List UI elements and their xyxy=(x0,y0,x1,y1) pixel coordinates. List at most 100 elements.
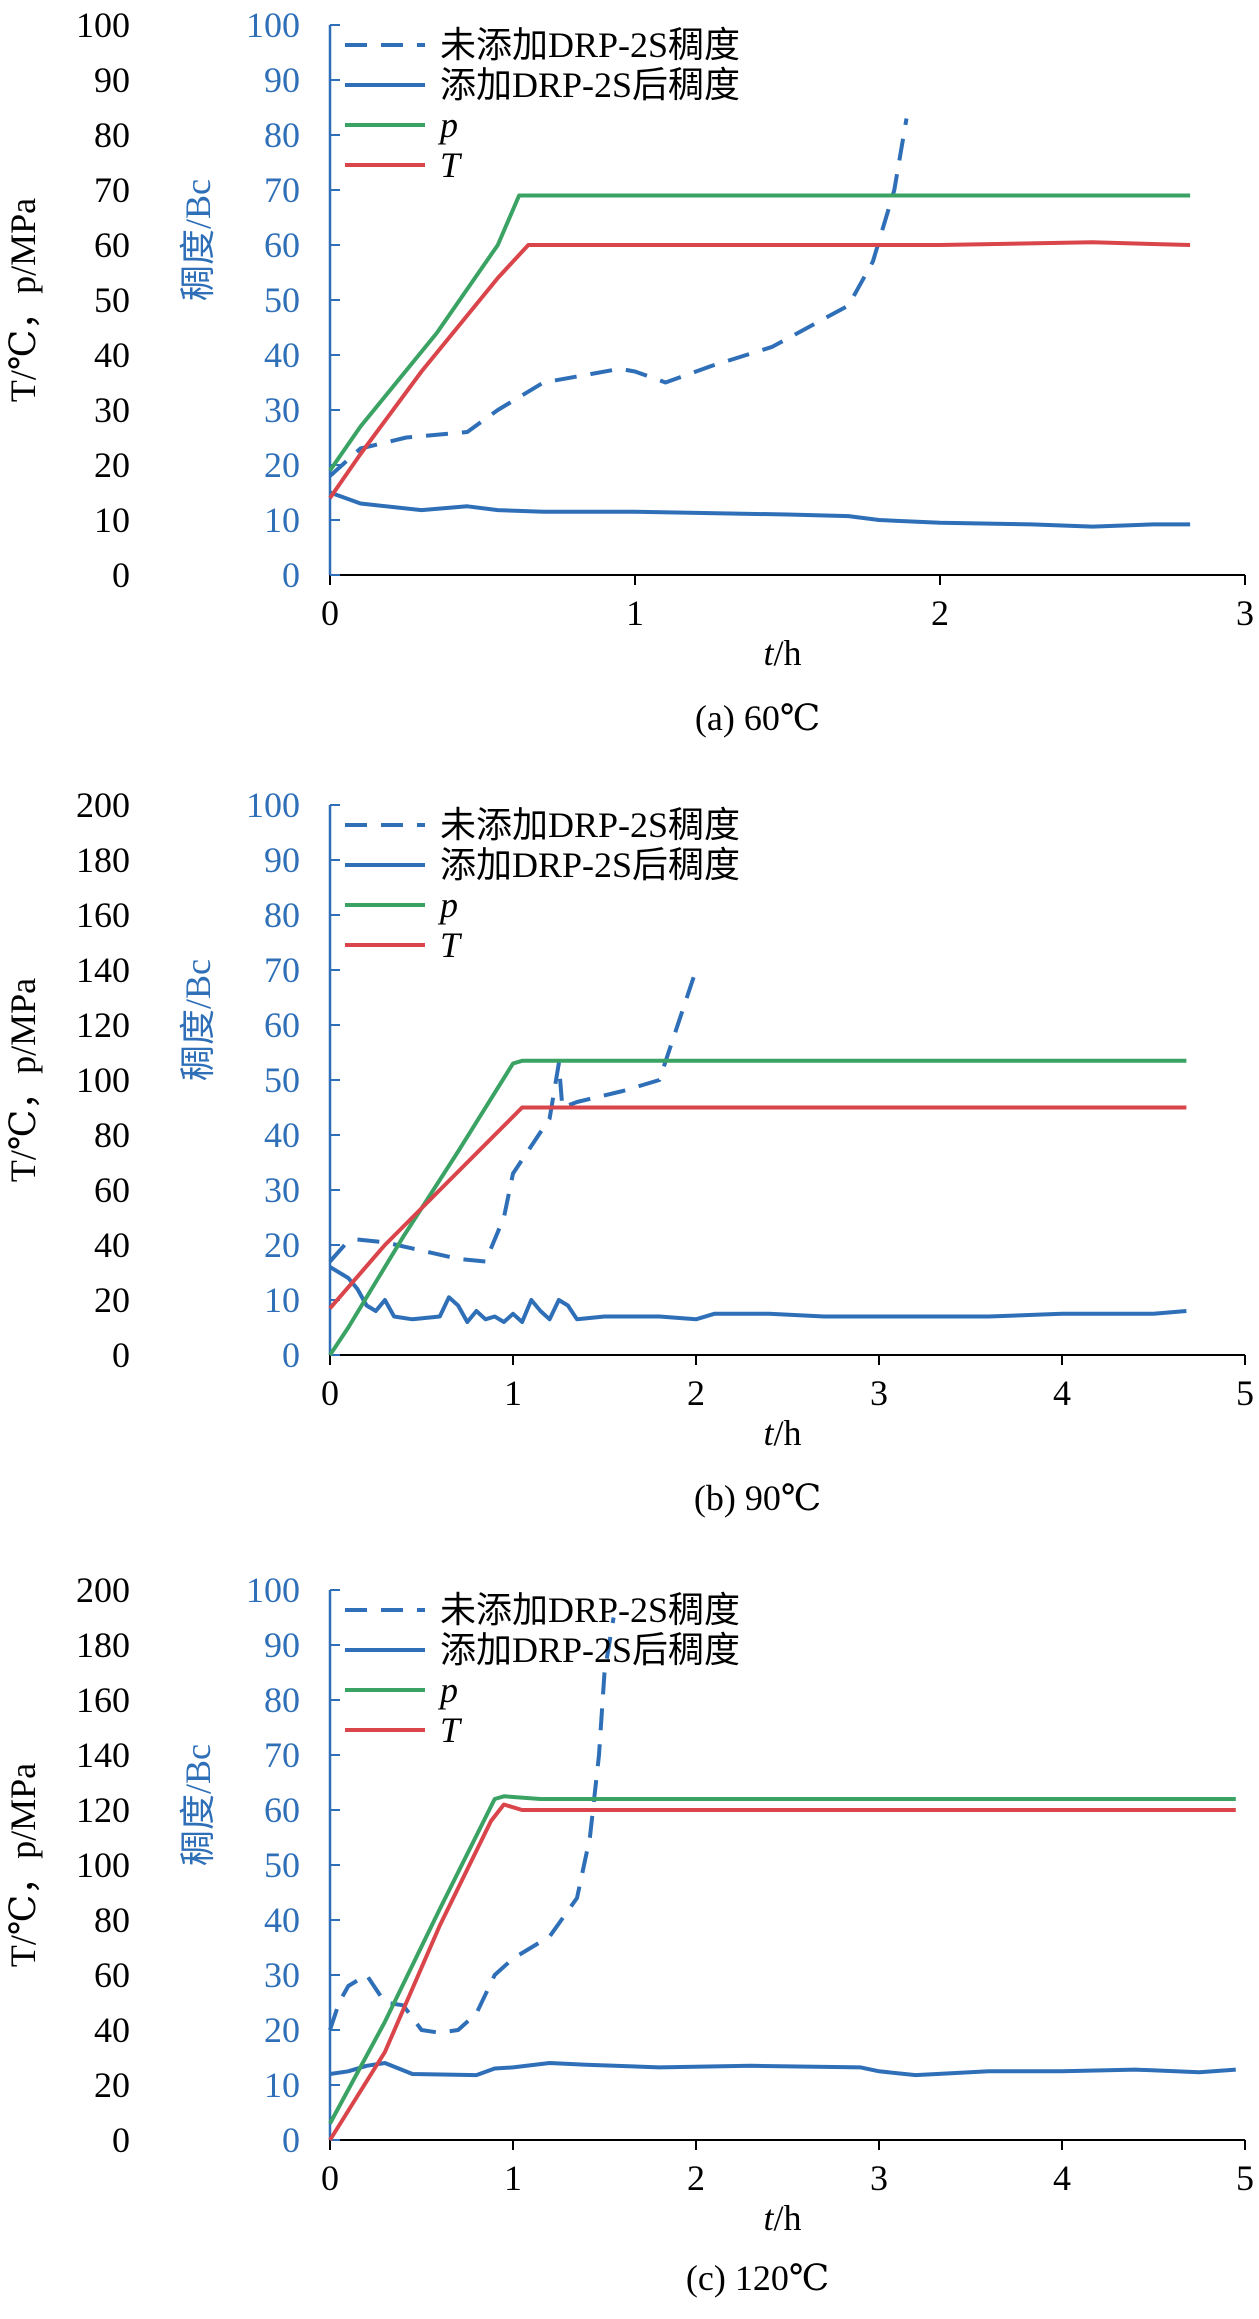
right-y-tick-label: 30 xyxy=(264,1955,300,1995)
x-axis-label-var: t xyxy=(763,1413,774,1453)
left-y-tick-label: 20 xyxy=(94,445,130,485)
right-y-tick-label: 10 xyxy=(264,500,300,540)
series-line-p xyxy=(328,1794,1236,2125)
left-y-tick-label: 140 xyxy=(76,1735,130,1775)
legend-label: p xyxy=(437,1670,458,1710)
legend-label: T xyxy=(440,925,463,965)
left-y-tick-label: 20 xyxy=(94,1280,130,1320)
left-y-tick-label: 160 xyxy=(76,895,130,935)
x-axis-label-var: t xyxy=(763,633,774,673)
legend-label: 添加DRP-2S后稠度 xyxy=(440,1630,740,1670)
panel-caption: (c) 120℃ xyxy=(686,2258,829,2298)
legend-label: p xyxy=(437,105,458,145)
legend-label: T xyxy=(440,1710,463,1750)
series-line-添加DRP-2S后稠度 xyxy=(329,2061,1236,2078)
left-y-tick-label: 180 xyxy=(76,1625,130,1665)
left-y-tick-label: 50 xyxy=(94,280,130,320)
legend-label: 添加DRP-2S后稠度 xyxy=(440,65,740,105)
x-axis-label: t/h xyxy=(763,633,801,673)
left-y-tick-label: 0 xyxy=(112,2120,130,2160)
right-y-tick-label: 0 xyxy=(282,1335,300,1375)
x-tick-label: 1 xyxy=(504,1373,522,1413)
series-line-T xyxy=(328,1105,1187,1310)
series-line-T xyxy=(328,1802,1236,2142)
left-y-tick-label: 40 xyxy=(94,335,130,375)
x-tick-label: 0 xyxy=(321,2158,339,2198)
left-y-tick-label: 200 xyxy=(76,785,130,825)
x-tick-label: 2 xyxy=(931,593,949,633)
x-tick-label: 4 xyxy=(1053,2158,1071,2198)
legend-label: 未添加DRP-2S稠度 xyxy=(440,25,740,65)
right-y-axis-label: 稠度/Bc xyxy=(178,179,218,301)
x-tick-label: 0 xyxy=(321,593,339,633)
right-y-tick-label: 50 xyxy=(264,1060,300,1100)
series-line-p xyxy=(328,193,1191,472)
x-tick-label: 3 xyxy=(870,1373,888,1413)
right-y-tick-label: 80 xyxy=(264,115,300,155)
right-y-tick-label: 30 xyxy=(264,1170,300,1210)
chart-panel-1: 0 1 2 3 4 50204060801001201401601802000102030… xyxy=(3,785,1254,1518)
left-y-tick-label: 80 xyxy=(94,1900,130,1940)
right-y-axis-label: 稠度/Bc xyxy=(178,1744,218,1866)
left-y-tick-label: 60 xyxy=(94,1955,130,1995)
left-y-tick-label: 120 xyxy=(76,1790,130,1830)
left-y-tick-label: 20 xyxy=(94,2065,130,2105)
x-tick-label: 1 xyxy=(504,2158,522,2198)
x-axis-label-unit: /h xyxy=(774,633,802,673)
x-axis-label-var: t xyxy=(763,2198,774,2238)
left-y-tick-label: 60 xyxy=(94,1170,130,1210)
right-y-tick-label: 60 xyxy=(264,1005,300,1045)
left-y-tick-label: 40 xyxy=(94,2010,130,2050)
left-y-tick-label: 10 xyxy=(94,500,130,540)
x-tick-label: 3 xyxy=(870,2158,888,2198)
left-y-axis-label: T/℃，p/MPa xyxy=(3,978,43,1182)
left-y-tick-label: 60 xyxy=(94,225,130,265)
right-y-tick-label: 90 xyxy=(264,1625,300,1665)
right-y-tick-label: 50 xyxy=(264,1845,300,1885)
right-y-tick-label: 50 xyxy=(264,280,300,320)
right-y-tick-label: 0 xyxy=(282,555,300,595)
left-y-tick-label: 160 xyxy=(76,1680,130,1720)
left-y-tick-label: 70 xyxy=(94,170,130,210)
legend-label: 添加DRP-2S后稠度 xyxy=(440,845,740,885)
x-axis-label-unit: /h xyxy=(774,1413,802,1453)
x-axis-label: t/h xyxy=(763,2198,801,2238)
left-y-tick-label: 200 xyxy=(76,1570,130,1610)
x-tick-label: 2 xyxy=(687,2158,705,2198)
left-y-tick-label: 120 xyxy=(76,1005,130,1045)
right-y-tick-label: 40 xyxy=(264,335,300,375)
right-y-tick-label: 60 xyxy=(264,225,300,265)
right-y-tick-label: 70 xyxy=(264,170,300,210)
right-y-tick-label: 100 xyxy=(246,785,300,825)
right-y-tick-label: 0 xyxy=(282,2120,300,2160)
panel-caption: (a) 60℃ xyxy=(695,698,820,738)
x-axis-label: t/h xyxy=(763,1413,801,1453)
left-y-tick-label: 100 xyxy=(76,5,130,45)
right-y-tick-label: 10 xyxy=(264,2065,300,2105)
right-y-tick-label: 70 xyxy=(264,950,300,990)
right-y-tick-label: 20 xyxy=(264,1225,300,1265)
left-y-tick-label: 40 xyxy=(94,1225,130,1265)
legend-label: p xyxy=(437,885,458,925)
chart-panel-2: 0 1 2 3 4 50204060801001201401601802000102030… xyxy=(3,1570,1254,2298)
series-line-T xyxy=(328,240,1191,500)
series-line-p xyxy=(328,1058,1187,1357)
right-y-tick-label: 20 xyxy=(264,2010,300,2050)
right-y-tick-label: 100 xyxy=(246,1570,300,1610)
left-y-tick-label: 180 xyxy=(76,840,130,880)
right-y-tick-label: 90 xyxy=(264,60,300,100)
x-tick-label: 5 xyxy=(1236,1373,1254,1413)
left-y-tick-label: 140 xyxy=(76,950,130,990)
right-y-tick-label: 10 xyxy=(264,1280,300,1320)
x-tick-label: 5 xyxy=(1236,2158,1254,2198)
series-line-未添加DRP-2S稠度 xyxy=(328,118,909,478)
left-y-axis-label: T/℃，p/MPa xyxy=(3,198,43,402)
right-y-tick-label: 70 xyxy=(264,1735,300,1775)
series-line-添加DRP-2S后稠度 xyxy=(328,1265,1187,1324)
x-tick-label: 0 xyxy=(321,1373,339,1413)
right-y-tick-label: 80 xyxy=(264,1680,300,1720)
series-line-未添加DRP-2S稠度 xyxy=(328,1617,616,2035)
right-y-tick-label: 80 xyxy=(264,895,300,935)
x-tick-label: 3 xyxy=(1236,593,1254,633)
